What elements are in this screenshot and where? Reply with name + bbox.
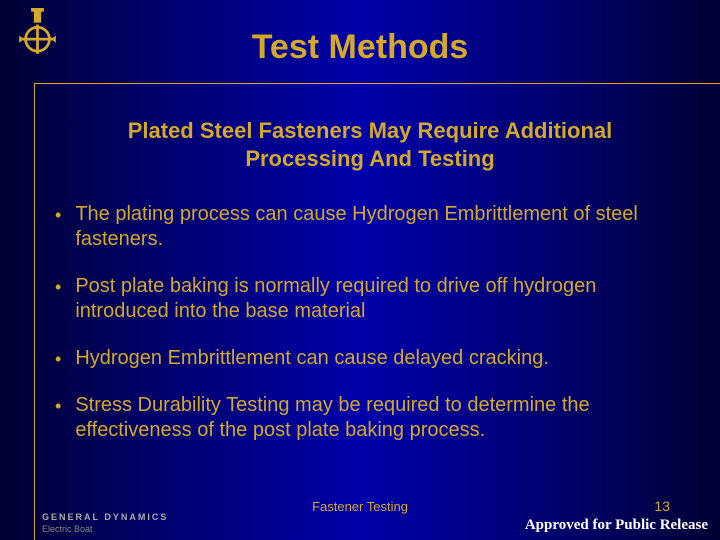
bullet-text: The plating process can cause Hydrogen E…: [75, 202, 690, 252]
horizontal-divider: [34, 83, 720, 84]
page-number: 13: [654, 498, 670, 514]
bullet-icon: •: [55, 346, 61, 371]
release-statement: Approved for Public Release: [525, 517, 708, 534]
bullet-icon: •: [55, 202, 61, 252]
bullet-list: • The plating process can cause Hydrogen…: [55, 202, 690, 443]
bullet-text: Post plate baking is normally required t…: [75, 274, 690, 324]
company-logo-icon: [10, 8, 65, 63]
list-item: • The plating process can cause Hydrogen…: [55, 202, 690, 252]
list-item: • Post plate baking is normally required…: [55, 274, 690, 324]
bullet-icon: •: [55, 393, 61, 443]
vertical-divider: [34, 83, 35, 540]
list-item: • Stress Durability Testing may be requi…: [55, 393, 690, 443]
bullet-icon: •: [55, 274, 61, 324]
company-division: Electric Boat: [42, 524, 93, 534]
bullet-text: Stress Durability Testing may be require…: [75, 393, 690, 443]
slide-subtitle: Plated Steel Fasteners May Require Addit…: [80, 117, 660, 172]
slide-title: Test Methods: [0, 0, 720, 77]
bullet-text: Hydrogen Embrittlement can cause delayed…: [75, 346, 549, 371]
list-item: • Hydrogen Embrittlement can cause delay…: [55, 346, 690, 371]
footer-center-label: Fastener Testing: [0, 499, 720, 514]
